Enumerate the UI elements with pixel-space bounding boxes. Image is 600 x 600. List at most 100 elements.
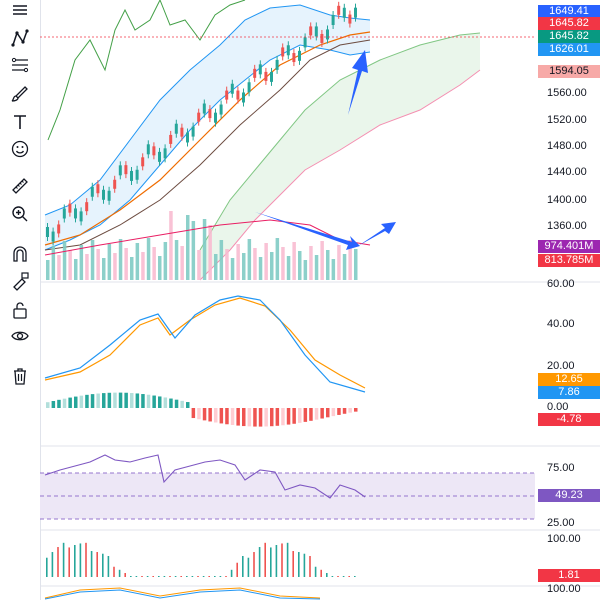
ma-brown <box>44 39 371 251</box>
price-tick-label: 1400.00 <box>547 194 587 206</box>
trash-icon[interactable] <box>8 364 32 388</box>
fib-tool-icon[interactable] <box>8 53 32 77</box>
volume-bar <box>85 254 89 280</box>
candle <box>314 26 318 37</box>
price-tick-label: 1440.00 <box>547 166 587 178</box>
candle <box>242 92 245 103</box>
candle <box>337 5 341 15</box>
macd-histogram-bar <box>113 392 117 408</box>
volume-bar <box>309 246 313 280</box>
candle <box>320 33 324 43</box>
volume-bar <box>135 243 140 280</box>
rsi-tick-label: 25.00 <box>547 517 575 529</box>
rsi-tick-label: 75.00 <box>547 462 575 474</box>
macd-histogram-bar <box>135 393 140 408</box>
pattern-tool-icon[interactable] <box>8 26 32 50</box>
volume-bar <box>124 248 128 280</box>
volume-bar <box>348 240 352 280</box>
oscillator-bar <box>79 543 82 577</box>
lagging-span <box>47 0 246 141</box>
volume-bar <box>197 250 201 280</box>
candle <box>130 170 133 181</box>
oscillator-bar <box>348 576 350 577</box>
macd-histogram-bar <box>236 408 240 426</box>
volume-bar <box>174 240 179 280</box>
candle <box>202 103 206 114</box>
candle <box>96 184 100 194</box>
macd-histogram-bar <box>180 400 184 408</box>
macd-histogram-bar <box>348 408 352 413</box>
macd-histogram-bar <box>62 398 67 408</box>
eye-visibility-icon[interactable] <box>8 324 32 348</box>
volume-bar <box>337 245 341 280</box>
oscillator-bar <box>270 547 272 577</box>
macd-histogram-bar <box>354 408 358 412</box>
cloud-span-a <box>199 32 481 251</box>
volume-bar <box>219 240 224 280</box>
candle <box>270 71 273 82</box>
chart-canvas[interactable]: 1560.00 1520.00 1480.00 1440.00 1400.00 1360.… <box>40 0 600 600</box>
rsi-line <box>44 454 366 499</box>
volume-bar <box>292 242 296 280</box>
volume-bar <box>62 241 67 280</box>
candle <box>208 109 212 119</box>
macd-histogram-bar <box>225 408 229 425</box>
candle <box>298 50 301 61</box>
magnet-tool-icon[interactable] <box>8 242 32 266</box>
price-tick-label: 1560.00 <box>547 87 587 99</box>
volume-bar <box>247 239 252 280</box>
macd-histogram-bar <box>163 397 168 408</box>
unlock-icon[interactable] <box>8 298 32 322</box>
oscillator-bar <box>135 576 138 577</box>
oscillator-bar <box>46 557 48 577</box>
text-tool-icon[interactable] <box>8 110 32 134</box>
macd-histogram-bar <box>96 393 100 408</box>
volume-bar <box>230 258 235 280</box>
lock-drawing-icon[interactable] <box>8 269 32 293</box>
brush-tool-icon[interactable] <box>8 82 32 106</box>
oscillator-bar <box>247 557 250 577</box>
macd-histogram-bar <box>314 408 319 420</box>
candle <box>186 132 189 143</box>
macd-histogram-bar <box>174 399 179 408</box>
oscillator-bar <box>320 569 322 577</box>
ruler-tool-icon[interactable] <box>8 174 32 198</box>
macd-tick-label: 20.00 <box>547 360 575 372</box>
oscillator-bar <box>51 552 54 577</box>
oscillator-bar <box>186 576 188 577</box>
bollinger-upper <box>44 4 371 216</box>
annotation-arrow-up <box>348 50 368 115</box>
volume-bar <box>163 242 168 280</box>
volume-bar <box>264 243 268 280</box>
candle <box>135 169 139 180</box>
oscillator-bar <box>141 576 143 577</box>
volume-bar <box>326 250 330 280</box>
rsi-scale-label: 49.23 <box>538 489 600 502</box>
macd-histogram-bar <box>303 408 308 422</box>
oscillator-bar <box>314 566 317 577</box>
candle <box>191 126 195 137</box>
oscillator-bar <box>163 576 166 577</box>
oscillator-bar <box>281 543 283 577</box>
zoom-in-tool-icon[interactable] <box>8 202 32 226</box>
ma-orange <box>44 31 371 246</box>
annotation-arrow-down <box>255 212 360 250</box>
candle <box>152 146 156 156</box>
macd-histogram-bar <box>158 396 162 408</box>
oscillator-bar <box>197 576 199 577</box>
volume-bar <box>253 248 257 280</box>
ichimoku-cloud <box>200 33 480 280</box>
lines-tool-icon[interactable] <box>8 0 32 24</box>
macd-histogram-bar <box>197 408 201 420</box>
candle <box>258 64 262 75</box>
emoji-tool-icon[interactable] <box>8 137 32 161</box>
volume-bar <box>242 253 246 280</box>
oscillator-bar <box>275 545 278 577</box>
volume-bar <box>225 249 229 280</box>
volume-bar <box>236 244 240 280</box>
macd-histogram-bar <box>118 392 123 408</box>
macd-line <box>44 295 366 393</box>
oscillator-bar <box>326 573 328 577</box>
volume-bar <box>141 252 145 280</box>
macd-histogram-bar <box>342 408 347 414</box>
